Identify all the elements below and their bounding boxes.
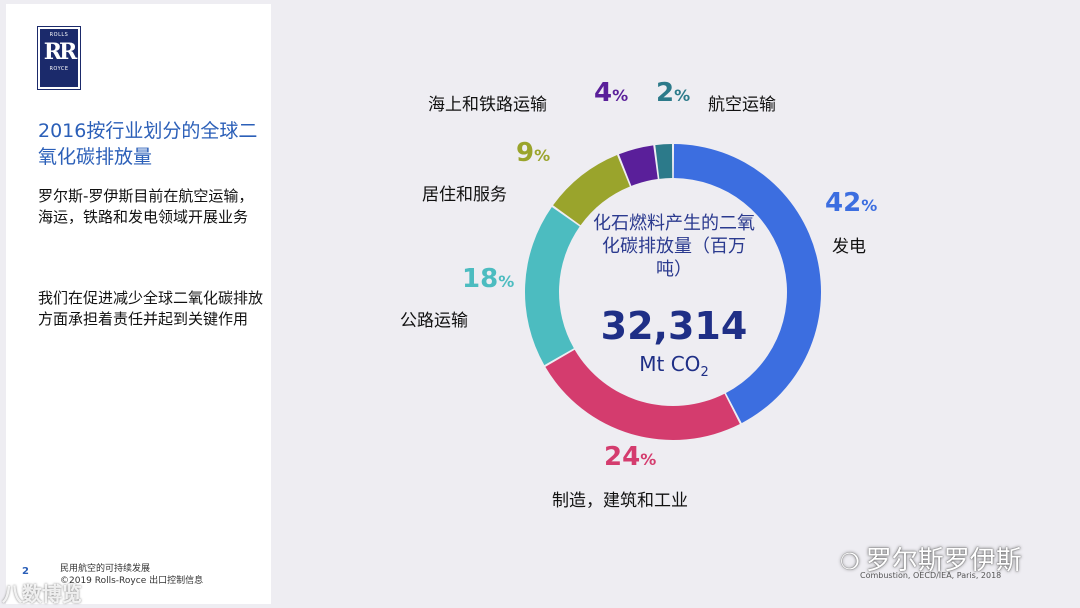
slice-percent-suffix-1: % [640, 450, 657, 469]
slice-percent-suffix-3: % [534, 146, 551, 165]
slice-label-5: 航空运输 [708, 95, 776, 115]
donut-slice-0 [673, 144, 822, 424]
slice-percent-0: 42% [825, 188, 877, 218]
center-description: 化石燃料产生的二氧化碳排放量（百万吨） [593, 213, 755, 280]
slice-percent-suffix-5: % [674, 86, 691, 105]
donut-slice-3 [553, 154, 630, 226]
slice-percent-value-1: 24 [604, 442, 641, 472]
slice-percent-value-2: 18 [462, 264, 499, 294]
slice-percent-value-4: 4 [594, 78, 613, 108]
slice-percent-suffix-2: % [498, 272, 515, 291]
source-note: Combustion, OECD/IEA, Paris, 2018 [860, 571, 1002, 580]
paragraph-business: 罗尔斯-罗伊斯目前在航空运输，海运，铁路和发电领域开展业务 [38, 187, 254, 226]
logo-top-text: ROLLS [49, 32, 69, 38]
slice-percent-3: 9% [516, 138, 550, 168]
page-number: 2 [22, 566, 29, 577]
slice-label-0: 发电 [832, 237, 866, 257]
donut-slice-1 [545, 349, 740, 441]
slice-label-3: 居住和服务 [422, 185, 507, 205]
watermark-right: ❍ 罗尔斯罗伊斯 [840, 540, 1022, 577]
center-total: 32,314 [600, 304, 748, 348]
center-unit-subscript: 2 [700, 365, 709, 380]
slide-title: 2016按行业划分的全球二氧化碳排放量 [38, 120, 258, 168]
slice-label-1: 制造，建筑和工业 [552, 491, 688, 511]
rolls-royce-logo: ROLLS RR ROYCE [37, 26, 81, 90]
footer-line-2: ©2019 Rolls-Royce 出口控制信息 [60, 576, 204, 586]
footer-line-1: 民用航空的可持续发展 [60, 564, 151, 574]
slice-percent-4: 4% [594, 78, 628, 108]
slice-percent-value-0: 42 [825, 188, 862, 218]
wechat-icon: ❍ [840, 550, 860, 575]
slice-percent-suffix-0: % [861, 196, 878, 215]
slice-percent-1: 24% [604, 442, 656, 472]
center-unit-text: Mt CO [639, 352, 701, 376]
watermark-right-text: 罗尔斯罗伊斯 [865, 546, 1022, 576]
donut-slice-2 [525, 206, 580, 366]
slice-percent-5: 2% [656, 78, 690, 108]
donut-slice-4 [618, 145, 658, 186]
slice-percent-value-5: 2 [656, 78, 675, 108]
slice-percent-suffix-4: % [612, 86, 629, 105]
donut-slice-5 [655, 144, 673, 179]
center-unit: Mt CO2 [590, 352, 758, 380]
left-panel [6, 4, 271, 604]
slice-label-2: 公路运输 [400, 311, 468, 331]
logo-mark: RR [43, 39, 78, 65]
slice-percent-2: 18% [462, 264, 514, 294]
paragraph-responsibility: 我们在促进减少全球二氧化碳排放方面承担着责任并起到关键作用 [38, 289, 264, 328]
slice-percent-value-3: 9 [516, 138, 535, 168]
watermark-left: 八数博览 [2, 582, 82, 606]
logo-bottom-text: ROYCE [49, 66, 69, 72]
slice-label-4: 海上和铁路运输 [428, 95, 547, 115]
